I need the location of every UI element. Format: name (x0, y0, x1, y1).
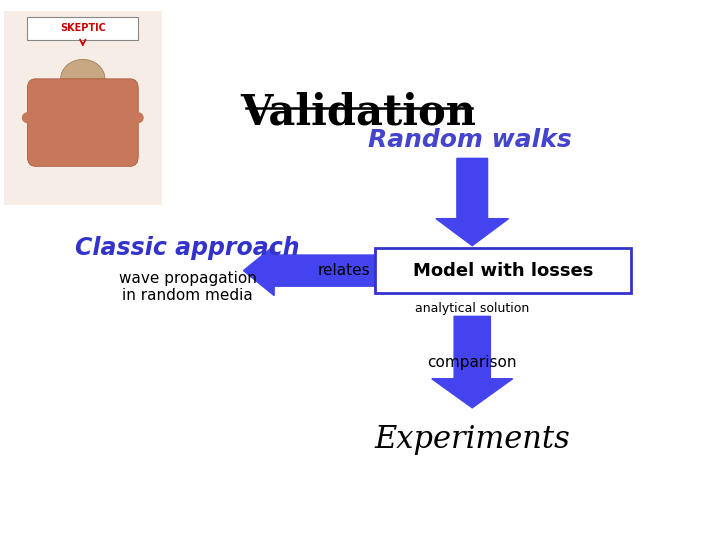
Text: SKEPTIC: SKEPTIC (60, 23, 106, 33)
Text: wave propagation
in random media: wave propagation in random media (119, 271, 256, 303)
Text: analytical solution: analytical solution (415, 301, 529, 314)
Text: Random walks: Random walks (368, 127, 571, 152)
Text: comparison: comparison (428, 355, 517, 369)
FancyBboxPatch shape (374, 248, 631, 294)
Polygon shape (432, 316, 513, 408)
Text: Classic approach: Classic approach (76, 236, 300, 260)
Bar (27, 17, 138, 40)
Polygon shape (243, 246, 377, 295)
FancyBboxPatch shape (27, 79, 138, 166)
Ellipse shape (60, 59, 105, 98)
Text: Experiments: Experiments (374, 423, 570, 455)
Polygon shape (436, 158, 508, 246)
Text: relates: relates (318, 263, 370, 278)
Text: Model with losses: Model with losses (413, 261, 593, 280)
Text: Validation: Validation (240, 92, 476, 134)
